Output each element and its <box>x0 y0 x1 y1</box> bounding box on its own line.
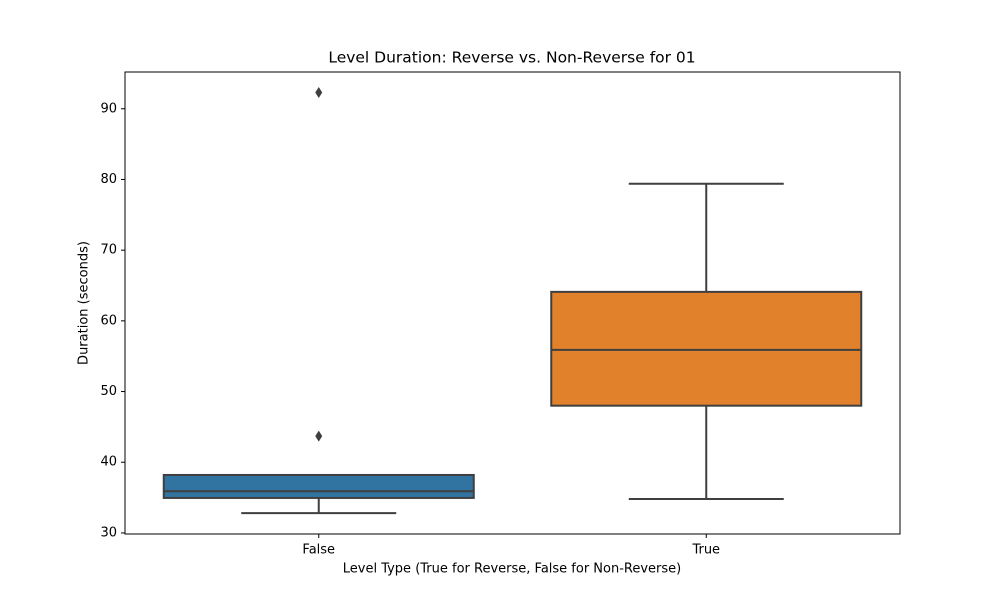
y-tick-label: 90 <box>100 101 117 116</box>
chart-title: Level Duration: Reverse vs. Non-Reverse … <box>328 49 695 67</box>
flier <box>315 87 323 99</box>
y-tick-label: 50 <box>100 384 117 399</box>
plot-frame <box>124 71 901 535</box>
x-axis-label: Level Type (True for Reverse, False for … <box>343 562 682 577</box>
y-tick-label: 40 <box>100 455 117 470</box>
y-tick-label: 30 <box>100 525 117 540</box>
flier <box>315 430 323 442</box>
y-tick-label: 60 <box>100 313 117 328</box>
x-tick-label: True <box>691 543 720 558</box>
x-tick-label: False <box>302 543 335 558</box>
y-tick-label: 70 <box>100 243 117 258</box>
y-tick-label: 80 <box>100 172 117 187</box>
y-axis-label: Duration (seconds) <box>77 241 92 365</box>
box <box>162 473 475 499</box>
box <box>550 290 863 407</box>
